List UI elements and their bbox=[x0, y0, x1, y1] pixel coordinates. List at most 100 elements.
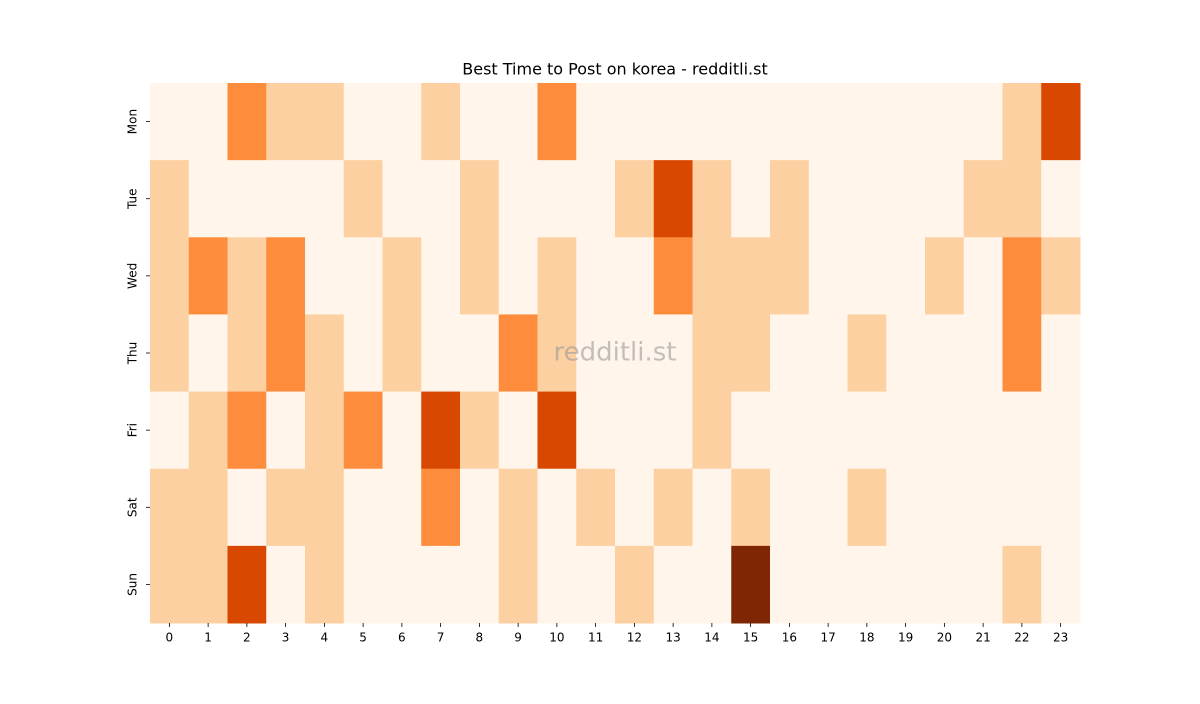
heat-cell bbox=[692, 160, 732, 238]
heat-cell bbox=[576, 160, 616, 238]
heat-cell bbox=[653, 391, 693, 470]
heat-cell bbox=[615, 237, 655, 315]
heat-cell bbox=[925, 314, 965, 393]
heat-cell bbox=[1041, 468, 1081, 547]
x-tick-label: 8 bbox=[476, 631, 484, 645]
heat-cell bbox=[925, 160, 965, 238]
heat-cell bbox=[963, 314, 1003, 393]
heat-cell bbox=[808, 160, 848, 238]
heat-cell bbox=[537, 314, 577, 393]
heat-cell bbox=[460, 314, 500, 393]
heat-cell bbox=[770, 391, 810, 470]
watermark: redditli.st bbox=[554, 338, 677, 368]
heat-cell bbox=[653, 314, 693, 393]
heat-cell bbox=[421, 545, 461, 624]
heat-cell bbox=[150, 314, 190, 393]
heat-cell bbox=[421, 468, 461, 547]
heat-cell bbox=[770, 237, 810, 315]
heat-cell bbox=[808, 468, 848, 547]
x-tick-label: 16 bbox=[782, 631, 797, 645]
heat-cell bbox=[227, 160, 267, 238]
heat-cell bbox=[343, 314, 383, 393]
heat-cell bbox=[421, 83, 461, 161]
heat-cell bbox=[576, 468, 616, 547]
heat-cell bbox=[615, 391, 655, 470]
heat-cell bbox=[886, 160, 926, 238]
heat-cell bbox=[227, 314, 267, 393]
heat-cell bbox=[266, 83, 306, 161]
x-tick-label: 9 bbox=[514, 631, 522, 645]
heat-cell bbox=[188, 545, 228, 624]
heat-cell bbox=[382, 391, 422, 470]
heat-cell bbox=[498, 237, 538, 315]
heat-cell bbox=[576, 83, 616, 161]
heat-cell bbox=[188, 314, 228, 393]
heat-cell bbox=[692, 468, 732, 547]
x-tick-label: 14 bbox=[704, 631, 719, 645]
heat-cell bbox=[963, 391, 1003, 470]
x-tick-label: 6 bbox=[398, 631, 406, 645]
heat-cell bbox=[731, 468, 771, 547]
heat-cell bbox=[653, 545, 693, 624]
heat-cell bbox=[150, 545, 190, 624]
heat-cell bbox=[460, 160, 500, 238]
heat-cell bbox=[692, 314, 732, 393]
heat-cell bbox=[305, 545, 345, 624]
x-tick-label: 17 bbox=[820, 631, 835, 645]
heat-cell bbox=[227, 237, 267, 315]
heat-cell bbox=[886, 83, 926, 161]
heat-cell bbox=[460, 83, 500, 161]
heat-cell bbox=[266, 545, 306, 624]
heat-cell bbox=[460, 391, 500, 470]
heat-cell bbox=[305, 160, 345, 238]
heat-cell bbox=[188, 83, 228, 161]
heat-cell bbox=[227, 545, 267, 624]
heat-cell bbox=[1041, 83, 1081, 161]
heat-cell bbox=[692, 545, 732, 624]
x-tick-label: 19 bbox=[898, 631, 913, 645]
x-tick-label: 10 bbox=[549, 631, 564, 645]
heat-cell bbox=[925, 545, 965, 624]
heat-cell bbox=[227, 468, 267, 547]
heat-cell bbox=[1002, 237, 1042, 315]
heat-cell bbox=[537, 468, 577, 547]
heat-cell bbox=[421, 314, 461, 393]
heat-cell bbox=[963, 83, 1003, 161]
x-tick-label: 5 bbox=[359, 631, 367, 645]
heat-cell bbox=[615, 160, 655, 238]
heat-cell bbox=[1002, 83, 1042, 161]
x-tick-label: 20 bbox=[937, 631, 952, 645]
heat-cell bbox=[382, 237, 422, 315]
heat-cell bbox=[653, 468, 693, 547]
heat-cell bbox=[421, 237, 461, 315]
x-tick-label: 22 bbox=[1014, 631, 1029, 645]
heat-cell bbox=[576, 391, 616, 470]
heat-cell bbox=[266, 468, 306, 547]
heat-cell bbox=[150, 391, 190, 470]
heat-cell bbox=[576, 237, 616, 315]
y-tick-label: Thu bbox=[126, 342, 140, 366]
y-tick-label: Tue bbox=[126, 188, 140, 210]
heat-cell bbox=[1041, 391, 1081, 470]
heat-cell bbox=[343, 237, 383, 315]
heat-cell bbox=[382, 545, 422, 624]
heat-cell bbox=[150, 83, 190, 161]
heat-cell bbox=[1002, 314, 1042, 393]
heat-cell bbox=[382, 314, 422, 393]
x-tick-label: 2 bbox=[243, 631, 251, 645]
heat-cell bbox=[847, 160, 887, 238]
heat-cell bbox=[305, 314, 345, 393]
heat-cell bbox=[615, 468, 655, 547]
heat-cell bbox=[963, 237, 1003, 315]
heat-cell bbox=[343, 391, 383, 470]
heat-cell bbox=[653, 237, 693, 315]
heat-cell bbox=[498, 391, 538, 470]
heat-cell bbox=[1041, 314, 1081, 393]
heat-cell bbox=[731, 83, 771, 161]
heat-cell bbox=[847, 83, 887, 161]
heat-cell bbox=[847, 314, 887, 393]
heat-cell bbox=[266, 314, 306, 393]
heat-cell bbox=[847, 237, 887, 315]
heat-cell bbox=[770, 468, 810, 547]
heat-cell bbox=[963, 545, 1003, 624]
